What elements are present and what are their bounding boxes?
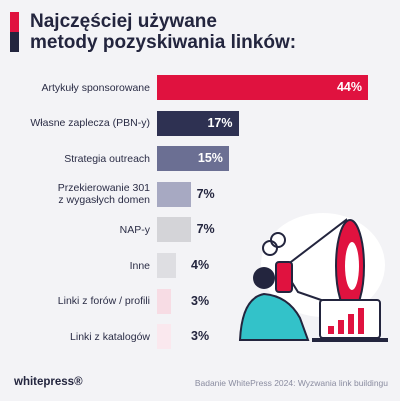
bar xyxy=(157,217,191,243)
category-label: Inne xyxy=(129,259,150,272)
bar xyxy=(157,253,177,278)
category-label: Przekierowanie 301 z wygasłych domen xyxy=(57,182,150,207)
value-label: 44% xyxy=(336,80,362,94)
category-label: Strategia outreach xyxy=(64,152,150,165)
value-label: 3% xyxy=(191,293,210,308)
category-label: Własne zaplecza (PBN-y) xyxy=(30,117,150,130)
illustration xyxy=(238,213,388,342)
value-label: 4% xyxy=(191,258,210,272)
title-accent xyxy=(10,12,19,52)
bar xyxy=(157,75,368,100)
source-note: Badanie WhitePress 2024: Wyzwania link b… xyxy=(194,378,388,388)
value-label: 7% xyxy=(196,186,215,201)
logo: whitepress® xyxy=(14,376,83,388)
value-label: 17% xyxy=(207,115,233,130)
category-label: Linki z katalogów xyxy=(70,330,150,343)
category-label: Linki z forów / profili xyxy=(57,295,150,308)
bar xyxy=(157,288,172,314)
category-label: NAP-y xyxy=(119,223,150,236)
bar xyxy=(157,146,229,172)
bar xyxy=(157,110,239,136)
bar xyxy=(157,181,191,207)
value-label: 7% xyxy=(196,222,215,237)
category-label: Artykuły sponsorowane xyxy=(41,81,150,94)
bar xyxy=(157,324,172,350)
value-label: 3% xyxy=(191,329,210,344)
chart-title: Najczęściej używane metody pozyskiwania … xyxy=(30,11,297,53)
value-label: 15% xyxy=(197,151,223,166)
